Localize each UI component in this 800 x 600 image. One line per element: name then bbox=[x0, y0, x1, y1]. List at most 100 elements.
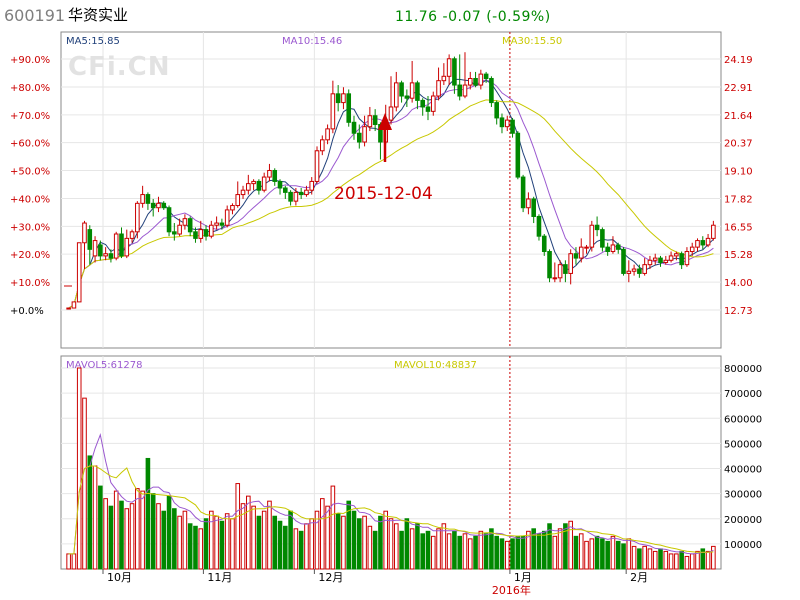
candle-down bbox=[108, 253, 114, 259]
volume-bar-up bbox=[214, 515, 219, 570]
candle-up bbox=[341, 93, 346, 104]
candle-up bbox=[711, 224, 716, 239]
volume-bar-down bbox=[356, 518, 362, 570]
stock-code: 600191 bbox=[4, 6, 65, 25]
volume-bar-up bbox=[198, 528, 204, 570]
volume-bar-down bbox=[605, 540, 610, 570]
volume-bar-up bbox=[113, 490, 119, 570]
candle-up bbox=[267, 169, 272, 178]
volume-bar-down bbox=[219, 520, 225, 570]
candle-up bbox=[705, 237, 711, 246]
volume-bar-up bbox=[82, 397, 87, 570]
volume-bar-up bbox=[304, 523, 309, 570]
volume-bar-up bbox=[330, 485, 336, 570]
candle-up bbox=[631, 268, 637, 272]
candle-up bbox=[92, 240, 98, 257]
candle-up bbox=[652, 257, 658, 261]
volume-bar-down bbox=[499, 538, 505, 570]
candle-up bbox=[478, 73, 484, 86]
candle-up bbox=[393, 82, 399, 108]
price-tick-label: 19.10 bbox=[724, 166, 753, 177]
price-tick-label: 17.82 bbox=[724, 195, 753, 206]
candle-down bbox=[219, 222, 225, 226]
stock-name: 华资实业 bbox=[68, 6, 128, 24]
candle-up bbox=[430, 95, 436, 112]
candle-up bbox=[246, 183, 251, 191]
volume-bar-down bbox=[298, 530, 304, 570]
volume-bar-down bbox=[520, 535, 526, 570]
volume-bar-down bbox=[87, 455, 93, 570]
volume-bar-down bbox=[658, 548, 663, 570]
candle-down bbox=[425, 106, 431, 112]
volume-bar-down bbox=[346, 500, 352, 570]
volume-bar-down bbox=[108, 505, 114, 570]
candle-up bbox=[135, 202, 140, 233]
candle-down bbox=[283, 187, 288, 193]
volume-bar-up bbox=[668, 553, 674, 570]
volume-bar-down bbox=[547, 523, 552, 570]
volume-bar-up bbox=[393, 523, 399, 570]
candle-down bbox=[621, 248, 626, 274]
annotation-arrow-head bbox=[378, 113, 392, 130]
candle-up bbox=[182, 218, 188, 226]
pct-tick-label: +90.0% bbox=[10, 55, 50, 66]
candle-down bbox=[679, 253, 684, 266]
volume-bar-up bbox=[341, 515, 346, 570]
volume-bar-up bbox=[251, 505, 256, 570]
candle-up bbox=[235, 194, 241, 207]
price-tick-label: 12.73 bbox=[724, 306, 753, 317]
candle-up bbox=[240, 189, 246, 196]
candle-up bbox=[177, 224, 182, 235]
candle-down bbox=[420, 99, 426, 108]
volume-bar-up bbox=[409, 528, 415, 570]
candle-up bbox=[663, 259, 669, 263]
candle-down bbox=[372, 115, 378, 125]
candle-down bbox=[658, 257, 663, 263]
volume-bar-down bbox=[515, 535, 521, 570]
month-label: 12月 bbox=[318, 571, 343, 584]
volume-bar-up bbox=[383, 510, 389, 570]
pct-tick-label: +60.0% bbox=[10, 139, 50, 150]
candle-down bbox=[531, 198, 536, 217]
candle-up bbox=[214, 222, 219, 226]
volume-bar-down bbox=[700, 548, 706, 570]
volume-bar-up bbox=[642, 545, 647, 570]
candle-up bbox=[251, 180, 256, 185]
candle-down bbox=[473, 77, 478, 86]
candle-down bbox=[187, 218, 193, 233]
year-label: 2016年 bbox=[492, 583, 531, 597]
volume-bar-down bbox=[473, 535, 478, 570]
volume-bar-down bbox=[637, 548, 642, 570]
volume-bar-up bbox=[362, 515, 367, 570]
candle-down bbox=[563, 264, 568, 274]
candle-down bbox=[356, 132, 362, 143]
quote-line: 11.76 -0.07 (-0.59%) bbox=[395, 9, 551, 25]
candle-up bbox=[668, 255, 674, 261]
candle-down bbox=[415, 82, 420, 101]
pct-tick-label: +80.0% bbox=[10, 83, 50, 94]
candle-up bbox=[209, 224, 214, 237]
volume-bar-up bbox=[652, 550, 658, 570]
candle-down bbox=[351, 121, 357, 134]
candle-up bbox=[568, 253, 573, 274]
candle-up bbox=[557, 264, 563, 279]
candle-down bbox=[256, 180, 262, 191]
pct-tick-label: +20.0% bbox=[10, 250, 50, 261]
candle-up bbox=[198, 229, 204, 239]
candle-down bbox=[510, 119, 515, 134]
volume-bar-down bbox=[494, 535, 499, 570]
ma30-line bbox=[68, 99, 714, 309]
candle-down bbox=[150, 202, 156, 209]
candle-down bbox=[536, 215, 542, 237]
volume-bar-down bbox=[172, 508, 177, 570]
volume-bar-up bbox=[135, 488, 140, 570]
candle-up bbox=[230, 205, 235, 211]
candle-down bbox=[489, 77, 494, 104]
volume-bar-up bbox=[325, 505, 330, 570]
price-tick-label: 16.55 bbox=[724, 222, 753, 233]
volume-bar-up bbox=[261, 510, 267, 570]
volume-bar-down bbox=[256, 515, 262, 570]
candle-down bbox=[600, 229, 605, 248]
candle-up bbox=[578, 246, 584, 259]
volume-bar-up bbox=[526, 530, 531, 570]
